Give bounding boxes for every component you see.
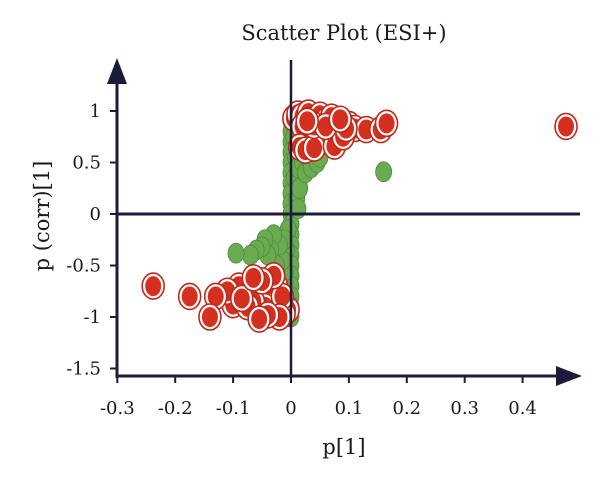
x-tick-label: -0.1 xyxy=(216,398,251,419)
red-point-core xyxy=(233,288,250,309)
chart-title: Scatter Plot (ESI+) xyxy=(241,21,446,45)
red-point-core xyxy=(251,309,268,330)
red-point xyxy=(198,303,222,331)
red-point xyxy=(554,112,578,141)
red-point-core xyxy=(181,286,198,307)
red-point xyxy=(141,272,165,300)
x-tick-label: 0 xyxy=(285,398,296,419)
y-tick-label: -0.5 xyxy=(66,256,101,277)
y-tick-label: 0.5 xyxy=(72,153,101,174)
red-point-core xyxy=(558,116,575,137)
x-axis-label: p[1] xyxy=(322,435,365,459)
ticks-layer: -0.3 -0.2 -0.1 0 0.1 0.2 0.3 0.4 1 0.5 0 -0.5 -1 -1.5 xyxy=(66,101,537,419)
y-tick-label: -1 xyxy=(83,307,101,328)
y-tick-label: -1.5 xyxy=(66,359,101,380)
red-point-core xyxy=(201,307,218,327)
red-point xyxy=(241,264,266,292)
red-point xyxy=(328,105,353,134)
green-point xyxy=(375,161,393,183)
y-axis-arrow xyxy=(107,58,127,84)
x-tick-label: -0.2 xyxy=(158,398,193,419)
green-point xyxy=(289,198,307,220)
green-point xyxy=(227,242,245,264)
y-tick-label: 0 xyxy=(90,204,101,225)
axes xyxy=(107,58,582,386)
x-tick-label: 0.2 xyxy=(392,398,421,419)
red-point-core xyxy=(299,111,316,132)
red-point xyxy=(295,107,320,136)
x-axis-arrow xyxy=(556,366,582,386)
x-tick-label: 0.1 xyxy=(335,398,364,419)
red-point xyxy=(229,284,254,313)
red-point-core xyxy=(378,113,395,134)
green-point xyxy=(242,244,259,266)
red-point-core xyxy=(332,109,349,130)
red-point-core xyxy=(274,286,291,307)
x-tick-label: 0.3 xyxy=(450,398,479,419)
x-tick-label: 0.4 xyxy=(508,398,537,419)
red-point xyxy=(374,109,399,138)
red-point-core xyxy=(207,286,224,307)
red-point-core xyxy=(306,138,323,159)
red-point-core xyxy=(145,276,162,297)
y-tick-label: 1 xyxy=(90,101,101,122)
red-point xyxy=(247,305,271,333)
y-axis-label: p (corr)[1] xyxy=(30,161,54,272)
red-point xyxy=(177,282,202,311)
points-layer xyxy=(141,99,578,333)
x-tick-label: -0.3 xyxy=(100,398,135,419)
red-point-core xyxy=(245,267,262,288)
red-point xyxy=(203,282,228,311)
